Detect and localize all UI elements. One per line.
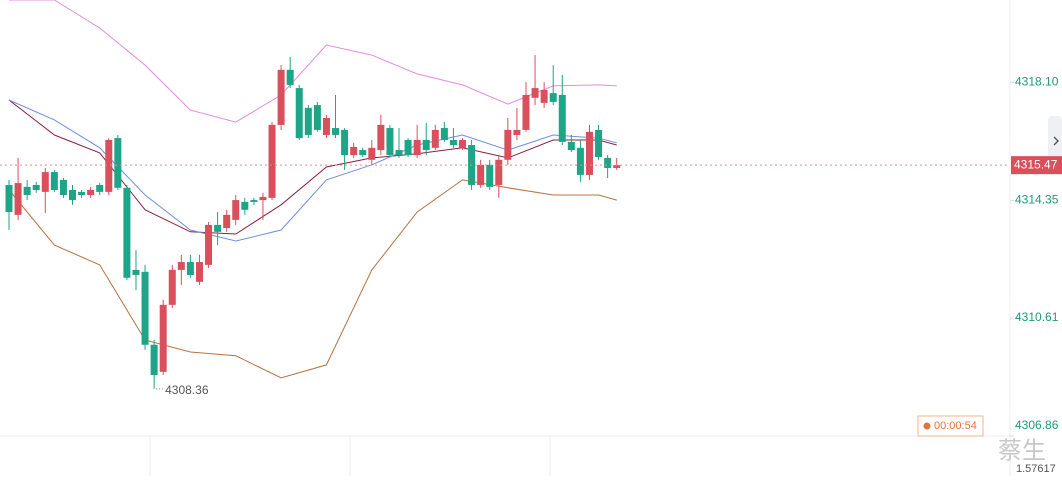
candle-body xyxy=(214,224,222,232)
timer-box xyxy=(917,415,984,437)
candle-body xyxy=(5,184,13,213)
candle-body xyxy=(495,159,503,185)
candle-body xyxy=(332,128,340,135)
candle-body xyxy=(386,128,394,156)
candle-body xyxy=(150,344,158,375)
candle-body xyxy=(59,179,67,196)
timer: 00:00:54 xyxy=(934,420,977,432)
candle-body xyxy=(567,141,575,151)
candle-body xyxy=(504,129,512,160)
candle-body xyxy=(177,262,185,270)
candle-body xyxy=(531,88,539,98)
y-tick-label: 4318.10 xyxy=(1015,75,1059,89)
candle-body xyxy=(195,262,203,282)
candle-body xyxy=(522,95,530,130)
candle-body xyxy=(132,269,140,275)
candle-body xyxy=(431,129,439,148)
candle-body xyxy=(87,190,95,196)
low-label: 4308.36 xyxy=(165,383,209,397)
candle-body xyxy=(295,88,303,139)
candle-body xyxy=(168,269,176,305)
candle-body xyxy=(585,131,593,175)
y-tick-label: 4310.61 xyxy=(1015,310,1059,324)
candle-body xyxy=(259,196,267,201)
candle-body xyxy=(440,128,448,140)
candle-body xyxy=(14,183,22,215)
last-price-box xyxy=(1011,156,1062,175)
candle-body xyxy=(277,69,285,125)
candle-body xyxy=(513,129,521,135)
candle-body xyxy=(576,147,584,175)
candle-body xyxy=(286,69,294,85)
candle-body xyxy=(205,224,213,265)
indicator-line xyxy=(8,179,617,379)
candle-body xyxy=(141,271,149,345)
candle-body xyxy=(322,117,330,135)
candle-body xyxy=(377,124,385,151)
candle-body xyxy=(313,105,321,130)
candle-body xyxy=(404,139,412,156)
candle-body xyxy=(304,107,312,135)
candle-body xyxy=(232,200,240,220)
candle-body xyxy=(186,262,194,275)
candle-body xyxy=(459,139,466,148)
candle-body xyxy=(341,129,349,156)
candle-body xyxy=(449,139,457,146)
side-toggle-icon xyxy=(1053,136,1059,146)
candle-body xyxy=(268,124,276,198)
side-toggle[interactable] xyxy=(1048,116,1062,168)
candle-body xyxy=(159,304,167,372)
candle-body xyxy=(250,200,258,202)
candle-body xyxy=(368,147,376,160)
candle-body xyxy=(23,186,31,196)
volume-axis-label: 1.57617 xyxy=(1016,463,1056,475)
watermark: 蔡生 xyxy=(998,437,1046,464)
y-tick-label: 4314.35 xyxy=(1015,193,1059,207)
candle-body xyxy=(595,129,603,157)
timer-icon xyxy=(923,422,931,430)
candle-body xyxy=(477,164,485,185)
candle-body xyxy=(413,139,421,156)
candle-body xyxy=(540,89,548,103)
candle-body xyxy=(114,138,122,188)
candle-body xyxy=(32,184,40,191)
candle-body xyxy=(613,165,621,168)
candle-body xyxy=(105,139,113,192)
candle-body xyxy=(486,164,494,187)
candle-body xyxy=(604,157,612,168)
candle-body xyxy=(359,150,367,156)
candle-body xyxy=(422,139,430,151)
candle-body xyxy=(41,172,49,192)
candle-body xyxy=(223,214,231,229)
candle-body xyxy=(96,184,104,192)
candle-body xyxy=(241,201,249,210)
last-price-label: 4315.47 xyxy=(1014,157,1058,171)
y-tick-label: 4306.86 xyxy=(1015,418,1059,432)
candle-body xyxy=(123,187,131,278)
candle-body xyxy=(50,172,58,191)
candle-body xyxy=(68,190,76,201)
candle-body xyxy=(350,146,358,156)
candle-body xyxy=(395,150,403,156)
candle-body xyxy=(78,191,86,196)
candle-body xyxy=(558,95,566,142)
candle-body xyxy=(549,93,557,102)
